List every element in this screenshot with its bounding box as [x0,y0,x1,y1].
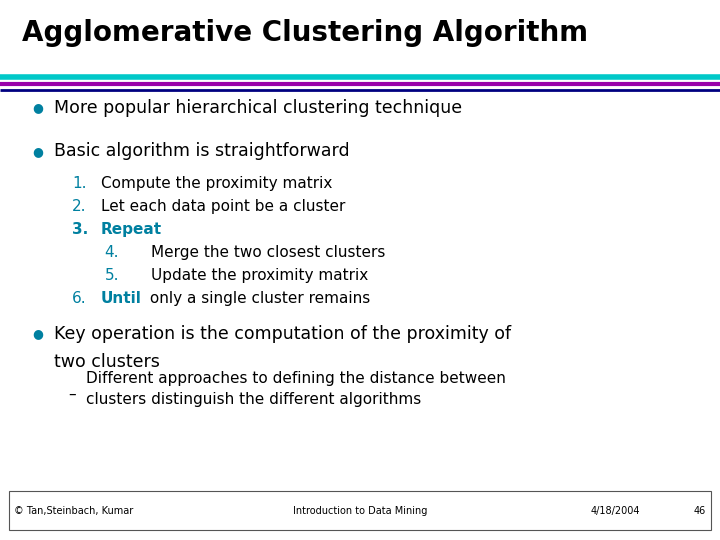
Text: © Tan,Steinbach, Kumar: © Tan,Steinbach, Kumar [14,506,134,516]
Text: ●: ● [32,327,43,340]
Text: 3.: 3. [72,222,89,237]
Text: 4/18/2004: 4/18/2004 [590,506,640,516]
Text: Basic algorithm is straightforward: Basic algorithm is straightforward [54,142,350,160]
Text: 46: 46 [693,506,706,516]
Text: ●: ● [32,145,43,158]
Text: 6.: 6. [72,291,86,306]
Text: 1.: 1. [72,176,86,191]
Text: Until: Until [101,291,142,306]
Text: Merge the two closest clusters: Merge the two closest clusters [151,245,386,260]
Text: Introduction to Data Mining: Introduction to Data Mining [293,506,427,516]
Text: More popular hierarchical clustering technique: More popular hierarchical clustering tec… [54,99,462,117]
Text: Let each data point be a cluster: Let each data point be a cluster [101,199,345,214]
Text: Update the proximity matrix: Update the proximity matrix [151,268,369,283]
Text: Different approaches to defining the distance between
clusters distinguish the d: Different approaches to defining the dis… [86,371,506,407]
Text: Compute the proximity matrix: Compute the proximity matrix [101,176,332,191]
Text: ●: ● [32,102,43,114]
Text: –: – [68,387,76,402]
Text: 5.: 5. [104,268,119,283]
Text: two clusters: two clusters [54,353,160,371]
Text: 4.: 4. [104,245,119,260]
Text: 2.: 2. [72,199,86,214]
Text: Key operation is the computation of the proximity of: Key operation is the computation of the … [54,325,511,343]
Text: only a single cluster remains: only a single cluster remains [145,291,370,306]
Text: Repeat: Repeat [101,222,162,237]
Text: Agglomerative Clustering Algorithm: Agglomerative Clustering Algorithm [22,19,588,47]
